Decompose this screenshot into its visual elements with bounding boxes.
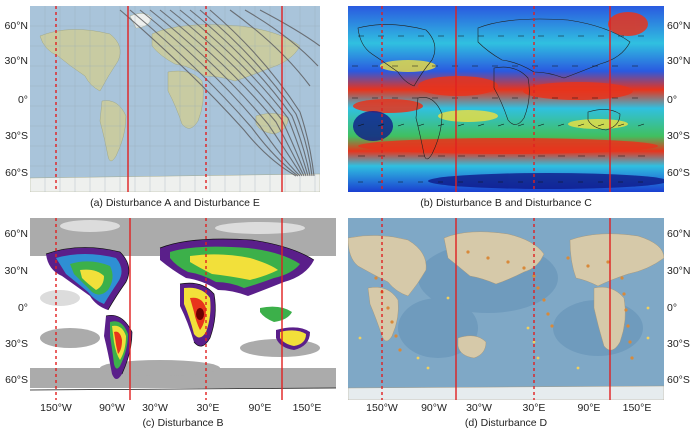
lat-label-60n: 60°N: [4, 20, 28, 32]
lon-label-30e-d: 30°E: [522, 402, 546, 414]
lat-label-0: 0°: [17, 94, 28, 106]
lat-label-60s-d: 60°S: [667, 374, 690, 386]
caption-panel-b: (b) Disturbance B and Disturbance C: [420, 197, 592, 209]
panel-d-map: [348, 218, 664, 400]
lat-label-60s-c: 60°S: [5, 374, 28, 386]
lat-label-60n-b: 60°N: [667, 20, 691, 32]
panel-c-map: [30, 218, 336, 400]
lat-label-0-c: 0°: [17, 302, 28, 314]
lon-label-30w-c: 30°W: [142, 402, 168, 414]
lon-label-90w-d: 90°W: [421, 402, 447, 414]
panel-a-map: [30, 6, 320, 192]
lat-label-60n-d: 60°N: [667, 228, 691, 240]
lat-label-30s-b: 30°S: [667, 130, 690, 142]
lat-label-60s-b: 60°S: [667, 167, 690, 179]
lon-label-150w-d: 150°W: [366, 402, 398, 414]
lat-label-30s: 30°S: [5, 130, 28, 142]
lon-label-30w-d: 30°W: [466, 402, 492, 414]
lat-label-30n: 30°N: [4, 55, 28, 67]
lat-label-30n-c: 30°N: [4, 265, 28, 277]
lon-label-30e-c: 30°E: [196, 402, 220, 414]
lat-label-30n-b: 30°N: [667, 55, 691, 67]
lat-label-30s-c: 30°S: [5, 338, 28, 350]
lon-label-150w-c: 150°W: [40, 402, 72, 414]
caption-panel-a: (a) Disturbance A and Disturbance E: [90, 197, 260, 209]
caption-panel-c: (c) Disturbance B: [142, 417, 224, 429]
lon-label-150e-c: 150°E: [292, 402, 322, 414]
lat-label-60s: 60°S: [5, 167, 28, 179]
lon-label-90e-c: 90°E: [248, 402, 272, 414]
lon-label-90e-d: 90°E: [577, 402, 601, 414]
lat-label-30n-d: 30°N: [667, 265, 691, 277]
lat-label-0-d: 0°: [667, 302, 678, 314]
lon-label-90w-c: 90°W: [99, 402, 125, 414]
lat-label-60n-c: 60°N: [4, 228, 28, 240]
caption-panel-d: (d) Disturbance D: [464, 417, 548, 429]
panel-b-map: [348, 6, 664, 192]
lat-label-30s-d: 30°S: [667, 338, 690, 350]
lon-label-150e-d: 150°E: [622, 402, 652, 414]
lat-label-0-b: 0°: [667, 94, 678, 106]
